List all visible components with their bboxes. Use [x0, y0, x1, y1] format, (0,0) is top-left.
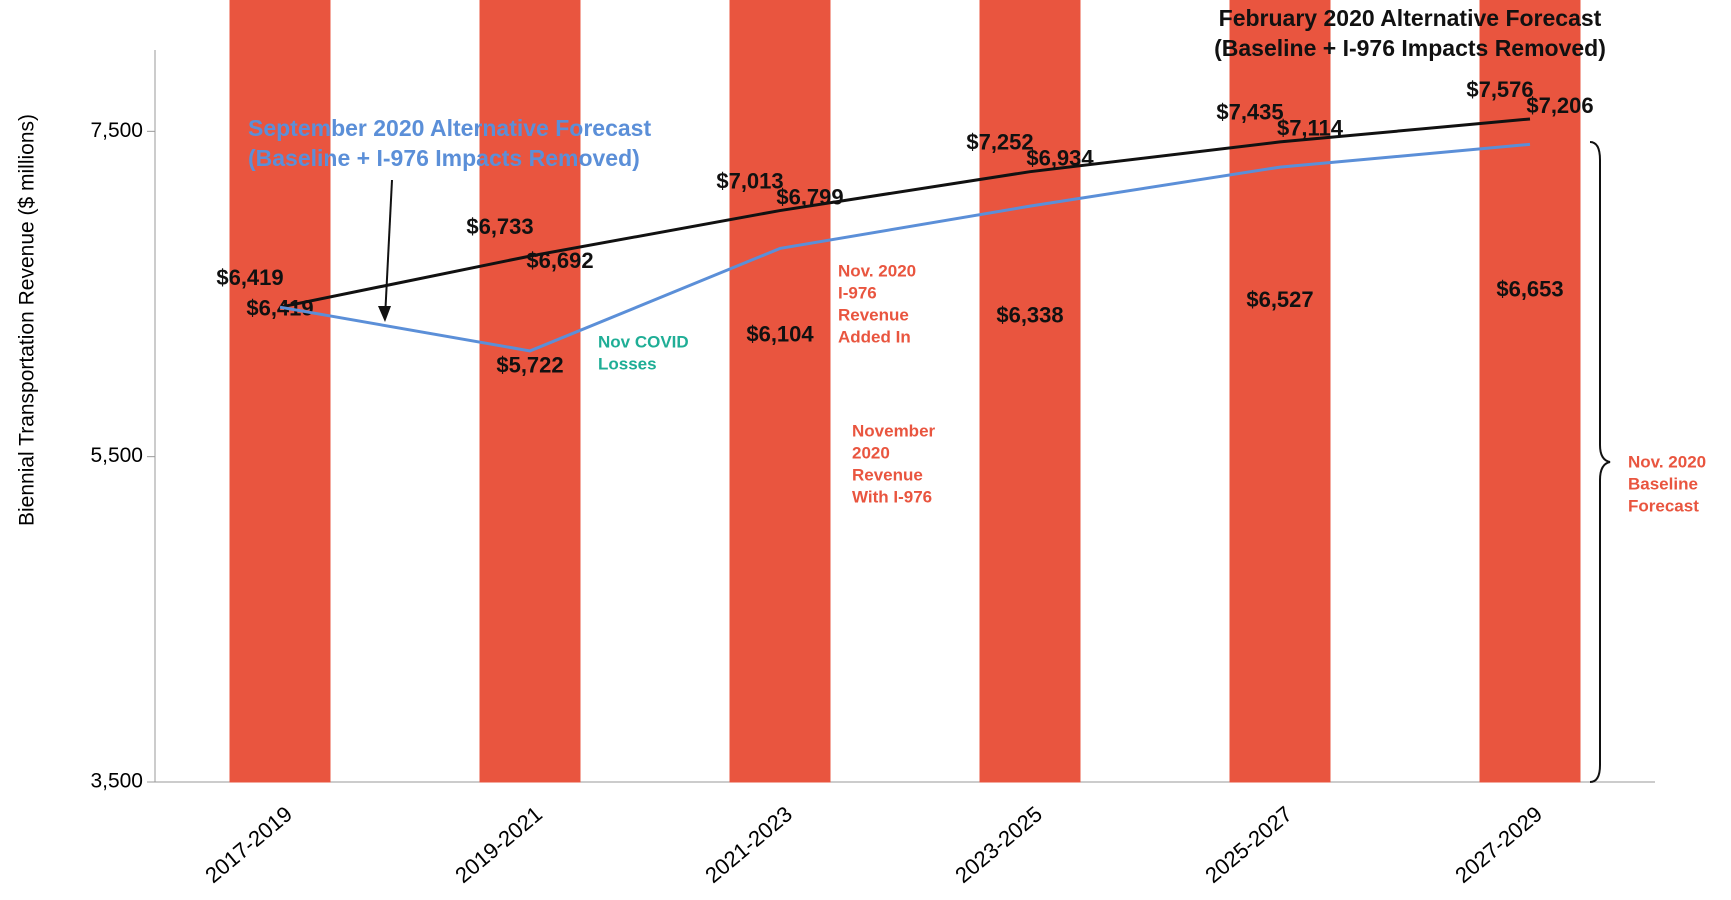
annotation: I-976 — [838, 283, 877, 302]
secondary-label: $6,799 — [776, 184, 843, 209]
annotation: Revenue — [852, 465, 923, 484]
arrow — [384, 179, 393, 319]
line-value-label: $6,733 — [466, 214, 533, 239]
y-axis-label: Biennial Transportation Revenue ($ milli… — [16, 114, 39, 526]
y-tick-label: 7,500 — [90, 119, 143, 142]
annotation: Nov. 2020 — [838, 261, 916, 280]
annotation: Baseline — [1628, 474, 1698, 493]
annotation: Nov COVID — [598, 332, 689, 351]
line-value-label: $7,576 — [1466, 77, 1533, 102]
bar-segment — [479, 0, 581, 783]
y-tick-label: 5,500 — [90, 444, 143, 467]
x-tick-label: 2023-2025 — [950, 801, 1047, 888]
annotation: November — [852, 421, 936, 440]
secondary-label: $6,934 — [1026, 145, 1094, 170]
value-label: $5,722 — [496, 352, 563, 377]
y-tick-label: 3,500 — [90, 770, 143, 793]
line-value-label: $7,252 — [966, 129, 1033, 154]
line-value-label: $6,419 — [216, 265, 283, 290]
bar-segment — [229, 0, 331, 783]
secondary-label: $7,114 — [1277, 116, 1344, 141]
line — [279, 142, 1531, 353]
value-label: $6,338 — [996, 302, 1063, 327]
line — [279, 117, 1531, 309]
brace — [1589, 141, 1611, 783]
x-tick-label: 2019-2021 — [450, 801, 547, 888]
line-value-label: $7,013 — [716, 168, 783, 193]
annotation: 2020 — [852, 443, 890, 462]
arrow-head — [378, 306, 391, 322]
annotation: Revenue — [838, 305, 909, 324]
bar-segment — [1479, 0, 1581, 783]
value-label: $6,527 — [1246, 287, 1313, 312]
annotation: Forecast — [1628, 496, 1699, 515]
annotation: Nov. 2020 — [1628, 452, 1706, 471]
secondary-label: $7,206 — [1526, 93, 1593, 118]
secondary-label: $6,692 — [526, 248, 593, 273]
annotation: September 2020 Alternative Forecast — [248, 115, 651, 141]
annotation: Added In — [838, 327, 911, 346]
annotation: Losses — [598, 354, 657, 373]
annotation: (Baseline + I-976 Impacts Removed) — [1214, 35, 1606, 61]
value-label: $6,104 — [746, 321, 814, 346]
x-tick-label: 2021-2023 — [700, 801, 797, 888]
x-tick-label: 2025-2027 — [1200, 801, 1297, 888]
x-tick-label: 2017-2019 — [200, 801, 297, 888]
bar-segment — [979, 0, 1081, 783]
bar-segment — [729, 0, 831, 783]
value-label: $6,653 — [1496, 277, 1563, 302]
x-tick-label: 2027-2029 — [1450, 801, 1547, 888]
annotation: (Baseline + I-976 Impacts Removed) — [248, 145, 640, 171]
bar-segment — [1229, 0, 1331, 783]
annotation: February 2020 Alternative Forecast — [1219, 5, 1602, 31]
annotation: With I-976 — [852, 487, 932, 506]
line-value-label: $7,435 — [1216, 100, 1283, 125]
